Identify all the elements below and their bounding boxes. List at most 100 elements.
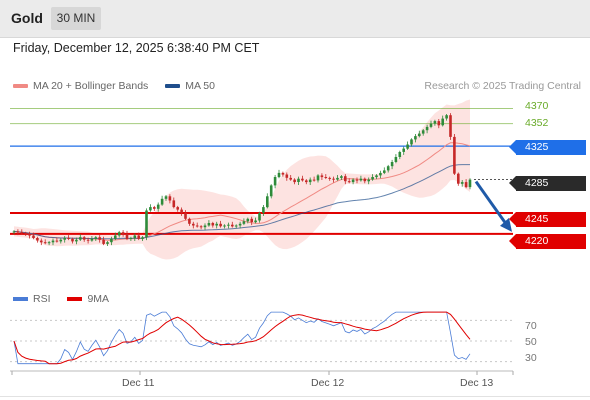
candle-body [106, 242, 109, 244]
9ma-label: 9MA [87, 293, 110, 305]
candle-body [398, 152, 402, 157]
candle-body [363, 178, 367, 182]
candle-body [71, 238, 74, 242]
candle-body [293, 179, 296, 183]
candle-body [94, 237, 98, 239]
candle-body [414, 136, 417, 140]
candle-body [125, 233, 129, 239]
candle-body [312, 179, 316, 181]
candle-body [394, 157, 398, 162]
legend-9ma: 9MA [67, 293, 109, 305]
candle-body [429, 123, 433, 127]
candle-body [242, 221, 246, 224]
candle-body [437, 121, 441, 126]
candle-body [188, 218, 191, 224]
candle-body [457, 173, 460, 184]
candle-body [328, 177, 331, 179]
candle-body [316, 175, 320, 181]
candle-body [254, 220, 257, 223]
candle-body [266, 196, 269, 208]
candle-body [336, 177, 339, 180]
candle-body [219, 223, 222, 227]
candle-body [149, 207, 152, 211]
candle-body [402, 148, 405, 152]
timeframe-button[interactable]: 30 MIN [51, 7, 101, 30]
rsi-ma-line [13, 311, 471, 365]
candle-body [164, 196, 168, 199]
candle-body [102, 239, 105, 244]
candle-body [269, 185, 273, 197]
candle-body [367, 179, 370, 182]
candle-body [258, 213, 261, 221]
candle-body [160, 198, 164, 205]
candle-body [98, 237, 101, 240]
candle-body [156, 204, 160, 209]
level-r1-label: 4352 [525, 117, 549, 129]
candle-body [390, 162, 394, 167]
candle-body [59, 239, 63, 242]
candle-body [425, 126, 429, 131]
candle-body [114, 235, 117, 239]
candle-body [12, 231, 16, 233]
candle-body [347, 181, 351, 183]
rsi-label: RSI [33, 293, 51, 305]
legend-ma20: MA 20 + Bollinger Bands [13, 80, 148, 92]
candle-body [308, 179, 312, 183]
candle-body [464, 182, 468, 188]
candle-body [207, 223, 211, 226]
candle-body [86, 239, 90, 241]
candle-body [16, 231, 20, 233]
candle-body [121, 232, 125, 234]
candle-body [110, 238, 113, 243]
candle-body [32, 235, 35, 238]
candle-body [468, 179, 472, 188]
candle-body [180, 209, 183, 213]
candle-body [441, 118, 444, 126]
candle-body [379, 172, 382, 176]
candle-body [340, 176, 343, 178]
candle-body [117, 232, 121, 236]
bottom-divider [0, 396, 590, 397]
rsi-line [13, 311, 471, 365]
candle-body [386, 166, 390, 171]
candle-body [351, 179, 355, 183]
candle-body [153, 207, 156, 209]
candle-body [184, 213, 187, 219]
candle-body [20, 232, 24, 234]
candle-body [227, 224, 230, 226]
date-tick-dec12: Dec 12 [311, 377, 345, 389]
ma50-label: MA 50 [185, 80, 215, 92]
ma50-swatch [165, 84, 181, 89]
candle-body [285, 174, 289, 178]
candle-body [79, 237, 82, 240]
9ma-swatch [67, 297, 83, 302]
candle-body [445, 115, 448, 119]
level-r2-label: 4370 [525, 100, 549, 112]
candle-body [133, 235, 137, 238]
candle-body [231, 224, 234, 227]
date-tick-dec11: Dec 11 [122, 377, 155, 389]
candle-body [383, 170, 386, 173]
candle-body [129, 238, 133, 239]
candle-body [211, 223, 215, 226]
candle-body [332, 178, 335, 180]
candle-body [28, 233, 31, 236]
legend-rsi: RSI [13, 293, 51, 305]
candle-body [449, 115, 452, 137]
candle-body [375, 175, 378, 178]
candle-body [273, 177, 277, 186]
level-s2-tag: 4220 [509, 234, 586, 249]
candle-body [297, 178, 300, 182]
candle-body [277, 172, 281, 178]
rsi-tick-50: 50 [525, 336, 537, 348]
rsi-swatch [13, 297, 28, 302]
candle-body [453, 136, 456, 174]
candle-body [137, 235, 140, 239]
candle-body [223, 225, 226, 227]
current-price-tag: 4285 [509, 176, 586, 191]
ma50-line [13, 164, 470, 240]
candle-body [55, 240, 59, 242]
candle-body [24, 233, 27, 234]
candle-body [199, 226, 203, 228]
candle-body [410, 139, 413, 145]
